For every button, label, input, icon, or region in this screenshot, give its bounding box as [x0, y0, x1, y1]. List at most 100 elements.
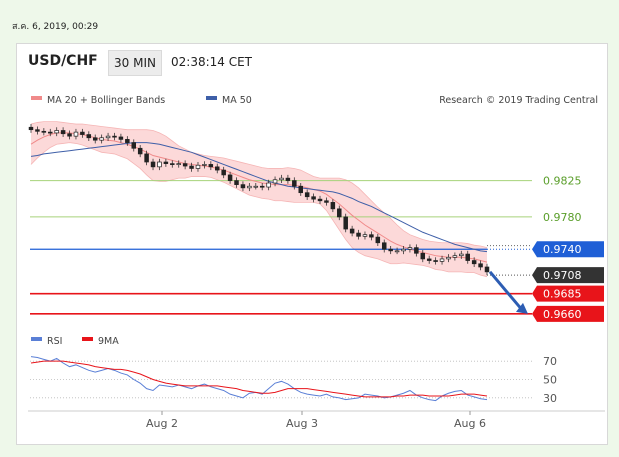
legend-label-ma20: MA 20 + Bollinger Bands — [47, 95, 165, 106]
candle-body — [157, 161, 162, 168]
candle-body — [240, 184, 246, 189]
candle-body — [356, 232, 361, 237]
legend-label-ma50: MA 50 — [222, 95, 252, 106]
legend-swatch-ma20 — [31, 96, 42, 100]
candle-body — [420, 252, 426, 260]
candle-body — [150, 161, 156, 168]
candle-body — [272, 179, 278, 184]
candle-body — [54, 130, 59, 134]
candle-body — [388, 248, 393, 252]
candle-body — [298, 185, 303, 194]
level-tag-0.9708 — [532, 267, 604, 284]
candle-body — [125, 139, 130, 143]
candle-body — [362, 234, 368, 237]
candle-body — [337, 208, 342, 218]
candle-body — [311, 196, 316, 200]
candle-body — [35, 129, 40, 132]
candle-body — [118, 136, 124, 140]
candle-body — [459, 253, 464, 257]
ma50-line — [30, 142, 488, 253]
candle-body — [202, 164, 207, 166]
level-tag-text-0.9740: 0.9740 — [543, 243, 582, 256]
level-tag-0.9740 — [532, 241, 604, 258]
level-tag-text-0.9685: 0.9685 — [543, 288, 582, 301]
x-tick-label: Aug 2 — [146, 417, 178, 430]
candle-body — [208, 164, 214, 168]
candle-body — [112, 135, 117, 138]
candle-body — [67, 133, 72, 137]
candle-body — [446, 256, 451, 260]
level-tag-text-0.9708: 0.9708 — [543, 269, 582, 282]
candle-body — [439, 258, 445, 262]
timestamp: ส.ค. 6, 2019, 00:29 — [12, 22, 99, 32]
candle-body — [266, 182, 271, 188]
candle-body — [163, 161, 169, 164]
symbol-title: USD/CHF — [28, 53, 98, 69]
candle-body — [484, 266, 490, 273]
interval-badge[interactable]: 30 MIN — [108, 50, 162, 76]
candle-body — [349, 228, 355, 234]
candle-body — [414, 247, 419, 254]
candle-body — [105, 135, 111, 139]
rsi-legend-label-rsi: RSI — [47, 336, 62, 347]
credit-text: Research © 2019 Trading Central — [439, 95, 598, 106]
level-label-0.9780: 0.9780 — [543, 211, 582, 224]
rsi-tick-30: 30 — [543, 392, 557, 405]
candle-body — [343, 216, 348, 230]
candle-body — [433, 260, 438, 262]
forecast-arrow-shaft — [488, 270, 524, 311]
candle-body — [426, 258, 432, 261]
x-tick-label: Aug 6 — [454, 417, 486, 430]
candle-body — [137, 147, 143, 155]
candle-body — [92, 137, 98, 141]
candle-body — [176, 163, 181, 165]
rsi-tick-50: 50 — [543, 374, 557, 387]
x-tick-label: Aug 3 — [286, 417, 318, 430]
candle-body — [80, 131, 85, 135]
level-tag-text-0.9660: 0.9660 — [543, 308, 582, 321]
level-label-0.9825: 0.9825 — [543, 175, 582, 188]
rsi-line — [30, 356, 488, 402]
candle-body — [471, 260, 477, 265]
candle-body — [304, 192, 310, 198]
candle-body — [407, 247, 413, 250]
candle-body — [41, 130, 47, 133]
candle-body — [170, 163, 175, 165]
candle-body — [324, 200, 329, 203]
rsi-ma9-line — [30, 360, 488, 398]
candle-body — [189, 165, 194, 169]
level-tag-0.9685 — [532, 285, 604, 302]
candle-body — [478, 263, 483, 268]
candle-body — [60, 130, 66, 135]
candle-body — [330, 202, 336, 210]
chart-time: 02:38:14 CET — [171, 55, 252, 69]
candle-body — [253, 185, 259, 188]
candle-body — [452, 255, 458, 258]
candle-body — [221, 169, 226, 176]
candle-body — [234, 180, 239, 185]
chart-panel: USD/CHF 30 MIN 02:38:14 CET — [16, 43, 608, 445]
level-tag-0.9660 — [532, 305, 604, 322]
forecast-arrow-head — [516, 302, 528, 314]
candle-body — [259, 185, 265, 188]
candle-body — [227, 174, 233, 181]
candle-body — [48, 131, 53, 134]
rsi-tick-70: 70 — [543, 355, 557, 368]
candle-body — [394, 250, 400, 253]
candle-body — [86, 134, 92, 139]
candle-body — [292, 180, 297, 187]
candle-body — [401, 248, 406, 252]
candle-body — [465, 253, 470, 261]
candle-body — [215, 166, 220, 171]
candle-body — [99, 137, 104, 141]
candle-body — [279, 177, 284, 181]
bollinger-lower — [30, 142, 488, 278]
candle-body — [317, 198, 323, 202]
candle-body — [131, 142, 137, 149]
candle-body — [144, 153, 149, 163]
candle-body — [285, 177, 291, 181]
candle-body — [182, 163, 188, 167]
rsi-legend-swatch-9ma — [82, 337, 93, 341]
candle-body — [73, 131, 79, 137]
